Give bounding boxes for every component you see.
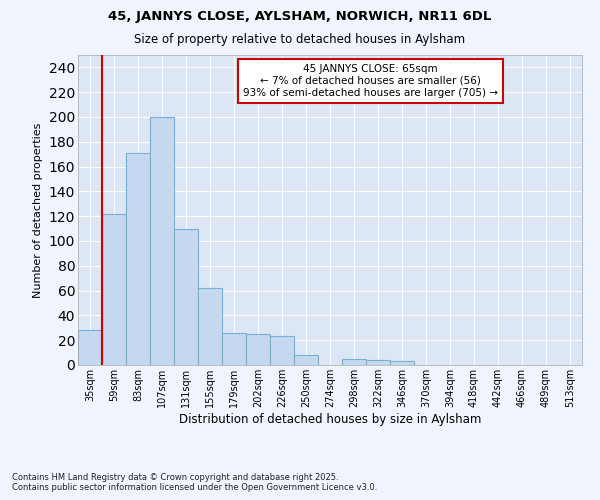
- Bar: [126, 153, 150, 365]
- X-axis label: Distribution of detached houses by size in Aylsham: Distribution of detached houses by size …: [179, 412, 481, 426]
- Bar: [78, 330, 102, 365]
- Bar: [198, 288, 222, 365]
- Bar: [294, 355, 318, 365]
- Bar: [150, 117, 174, 365]
- Text: 45, JANNYS CLOSE, AYLSHAM, NORWICH, NR11 6DL: 45, JANNYS CLOSE, AYLSHAM, NORWICH, NR11…: [109, 10, 491, 23]
- Bar: [246, 334, 270, 365]
- Text: Contains HM Land Registry data © Crown copyright and database right 2025.
Contai: Contains HM Land Registry data © Crown c…: [12, 473, 377, 492]
- Y-axis label: Number of detached properties: Number of detached properties: [33, 122, 43, 298]
- Text: 45 JANNYS CLOSE: 65sqm
← 7% of detached houses are smaller (56)
93% of semi-deta: 45 JANNYS CLOSE: 65sqm ← 7% of detached …: [243, 64, 498, 98]
- Bar: [102, 214, 126, 365]
- Bar: [270, 336, 294, 365]
- Bar: [390, 362, 414, 365]
- Bar: [342, 359, 366, 365]
- Bar: [366, 360, 390, 365]
- Text: Size of property relative to detached houses in Aylsham: Size of property relative to detached ho…: [134, 32, 466, 46]
- Bar: [222, 333, 246, 365]
- Bar: [174, 228, 198, 365]
